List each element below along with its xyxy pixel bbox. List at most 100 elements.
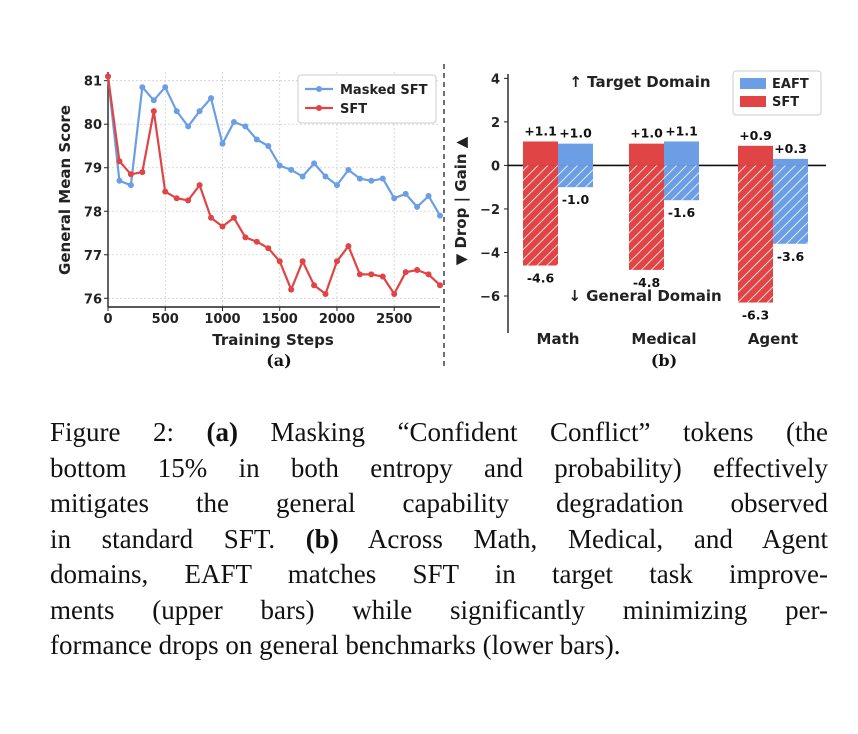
data-point bbox=[391, 195, 398, 202]
data-point bbox=[185, 197, 192, 204]
legend-label: SFT bbox=[340, 102, 367, 117]
x-axis-label: Training Steps bbox=[212, 331, 334, 349]
data-point bbox=[368, 271, 375, 278]
data-point bbox=[288, 166, 295, 173]
line-chart-panel: 0 500 1000 1500 2000 2500 76 77 78 79 80 81 Masked … bbox=[56, 72, 443, 370]
panel-label-a: (a) bbox=[266, 351, 292, 370]
bar-drop-sft bbox=[523, 165, 558, 266]
caption-text: Across Math, Medical, and Agent bbox=[338, 523, 828, 554]
bar-gain-sft bbox=[738, 145, 773, 166]
data-point bbox=[299, 173, 306, 180]
annotation-target-domain: ↑ Target Domain bbox=[569, 73, 710, 91]
bar-gain-sft bbox=[523, 141, 558, 166]
data-point bbox=[162, 188, 169, 195]
data-point bbox=[208, 95, 215, 102]
bar-drop-eaft bbox=[558, 165, 593, 188]
bars-group bbox=[523, 141, 808, 303]
caption-line: ments (upper bars) while significantly m… bbox=[50, 594, 828, 625]
caption-line: mitigates the general capability degrada… bbox=[50, 488, 828, 518]
data-point bbox=[150, 108, 157, 115]
caption-panel-ref: (a) bbox=[206, 417, 239, 447]
data-point bbox=[230, 214, 237, 221]
caption-text: Masking “Confident Conflict” tokens (the bbox=[238, 417, 828, 447]
panel-label-b: (b) bbox=[651, 351, 677, 370]
data-point bbox=[185, 123, 192, 130]
y-tick-label: 80 bbox=[84, 118, 102, 133]
gain-value-label: +0.3 bbox=[774, 141, 807, 156]
data-point bbox=[356, 271, 363, 278]
data-point bbox=[333, 258, 340, 265]
data-point bbox=[368, 177, 375, 184]
x-tick-label: 2500 bbox=[376, 312, 412, 327]
legend-box bbox=[297, 74, 437, 124]
y-tick-label: 0 bbox=[491, 159, 500, 174]
axes: −6 −4 −2 0 2 4 Math Medical Agent bbox=[480, 72, 826, 348]
data-point bbox=[288, 286, 295, 293]
data-point bbox=[208, 214, 215, 221]
data-point bbox=[139, 84, 146, 91]
data-point bbox=[276, 258, 283, 265]
axes: 0 500 1000 1500 2000 2500 76 77 78 79 80 81 bbox=[84, 72, 440, 327]
data-point bbox=[150, 97, 157, 104]
data-point bbox=[230, 119, 237, 126]
bar-gain-eaft bbox=[664, 141, 699, 166]
series-line-1 bbox=[106, 76, 441, 295]
y-tick-label: −4 bbox=[480, 246, 500, 261]
y-axis-label: General Mean Score bbox=[56, 105, 74, 275]
data-point bbox=[196, 182, 203, 189]
caption-line: domains, EAFT matches SFT in target task… bbox=[50, 559, 828, 589]
y-tick-label: 4 bbox=[491, 72, 500, 87]
y-tick-label: 78 bbox=[84, 205, 102, 220]
bar-gain-sft bbox=[629, 143, 664, 166]
drop-value-label: -1.0 bbox=[562, 192, 590, 207]
data-point bbox=[345, 243, 352, 250]
y-tick-label: −2 bbox=[480, 203, 500, 218]
data-point bbox=[333, 182, 340, 189]
bar-gain-eaft bbox=[773, 158, 808, 166]
data-labels: +1.1 -4.6 +1.0 -1.0 +1.0 -4.8 +1.1 -1.6 +0.9 -6.3… bbox=[524, 123, 807, 322]
data-point bbox=[242, 123, 249, 130]
caption-line: bottom 15% in both entropy and probabili… bbox=[50, 452, 828, 483]
data-point bbox=[173, 195, 180, 202]
data-point bbox=[127, 171, 134, 178]
data-point bbox=[345, 166, 352, 173]
legend: Masked SFT SFT bbox=[297, 74, 437, 124]
legend-label: EAFT bbox=[772, 77, 809, 92]
data-point bbox=[116, 158, 123, 165]
caption-line: in standard SFT. (b) Across Math, Medica… bbox=[50, 522, 828, 558]
bar-gain-eaft bbox=[558, 143, 593, 166]
data-point bbox=[105, 73, 111, 80]
y-tick-label: −6 bbox=[480, 290, 500, 305]
bar-drop-sft bbox=[629, 165, 664, 270]
y-tick-label: 81 bbox=[84, 75, 102, 90]
gain-value-label: +1.0 bbox=[559, 126, 592, 141]
x-tick-label: 0 bbox=[103, 312, 112, 327]
data-point bbox=[196, 108, 203, 115]
data-point bbox=[425, 271, 432, 278]
drop-value-label: -3.6 bbox=[777, 249, 805, 264]
legend-swatch bbox=[740, 78, 766, 89]
data-point bbox=[265, 142, 272, 149]
y-tick-label: 79 bbox=[84, 162, 102, 177]
y-axis-label: ▼ Drop | Gain ▲ bbox=[452, 136, 471, 265]
data-point bbox=[116, 177, 123, 184]
data-point bbox=[242, 234, 249, 241]
data-point bbox=[162, 84, 169, 91]
y-tick-label: 77 bbox=[84, 249, 102, 264]
drop-value-label: -4.6 bbox=[527, 271, 555, 286]
data-point bbox=[127, 182, 134, 189]
data-point bbox=[322, 173, 329, 180]
gain-value-label: +1.1 bbox=[524, 123, 557, 138]
legend-swatch-marker bbox=[316, 86, 322, 92]
data-point bbox=[379, 273, 386, 280]
data-point bbox=[253, 136, 260, 143]
gain-value-label: +0.9 bbox=[739, 128, 772, 143]
category-label: Math bbox=[537, 330, 580, 348]
legend: EAFT SFT bbox=[732, 70, 822, 116]
data-point bbox=[265, 245, 272, 252]
data-point bbox=[414, 203, 421, 210]
legend-swatch bbox=[740, 96, 766, 107]
gain-value-label: +1.0 bbox=[630, 126, 663, 141]
caption-text: in standard SFT. bbox=[50, 523, 306, 554]
bar-drop-eaft bbox=[773, 165, 808, 244]
